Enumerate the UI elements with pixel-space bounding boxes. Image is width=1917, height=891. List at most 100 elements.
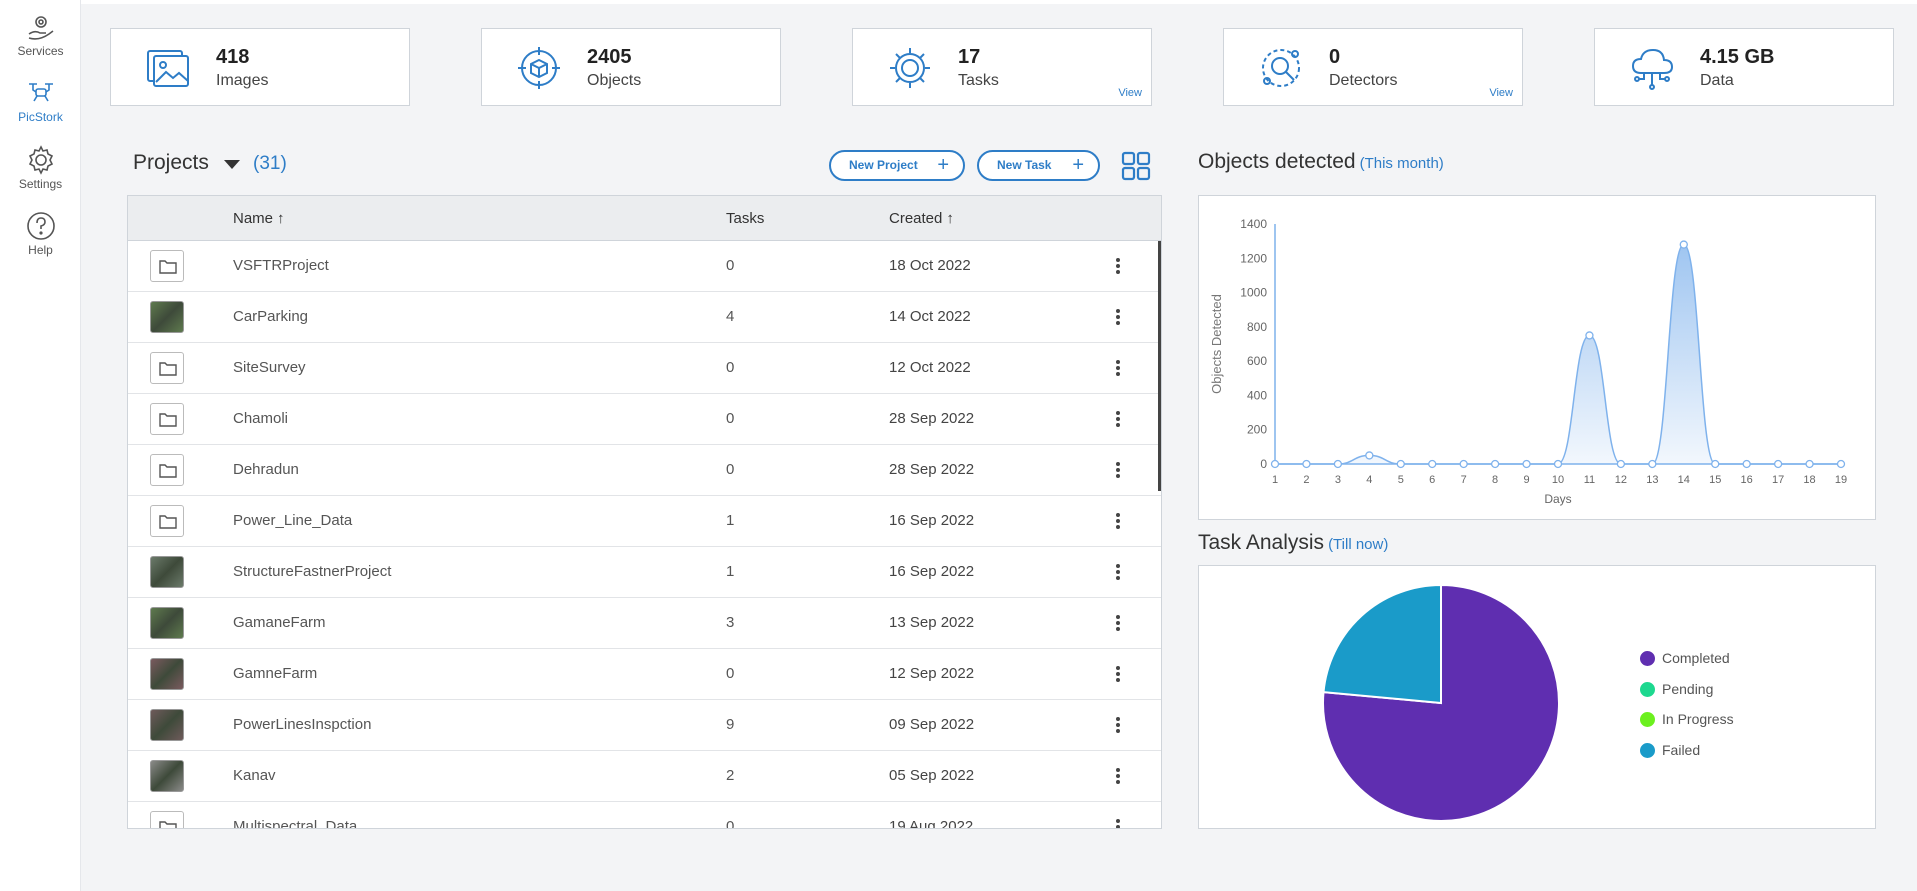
legend-item[interactable]: In Progress — [1640, 711, 1734, 727]
table-row[interactable]: CarParking 4 14 Oct 2022 — [128, 292, 1161, 343]
legend-item[interactable]: Pending — [1640, 681, 1713, 697]
more-options-icon[interactable] — [1111, 613, 1125, 635]
x-tick-label: 10 — [1552, 474, 1564, 486]
cloud-icon — [1631, 48, 1674, 90]
data-point[interactable] — [1333, 459, 1343, 469]
data-point[interactable] — [1836, 459, 1846, 469]
more-options-icon[interactable] — [1111, 715, 1125, 737]
data-point[interactable] — [1773, 459, 1783, 469]
table-row[interactable]: PowerLinesInspction 9 09 Sep 2022 — [128, 700, 1161, 751]
project-name[interactable]: PowerLinesInspction — [233, 716, 372, 733]
table-row[interactable]: SiteSurvey 0 12 Oct 2022 — [128, 343, 1161, 394]
sidebar-item-help[interactable]: Help — [0, 211, 81, 257]
data-point[interactable] — [1270, 459, 1280, 469]
more-options-icon[interactable] — [1111, 358, 1125, 380]
data-point[interactable] — [1585, 331, 1594, 340]
more-options-icon[interactable] — [1111, 256, 1125, 278]
more-options-icon[interactable] — [1111, 409, 1125, 431]
table-row[interactable]: GamaneFarm 3 13 Sep 2022 — [128, 598, 1161, 649]
table-row[interactable]: Power_Line_Data 1 16 Sep 2022 — [128, 496, 1161, 547]
data-point[interactable] — [1428, 459, 1437, 469]
task-chart-panel — [1198, 565, 1876, 829]
project-name[interactable]: Multispectral_Data — [233, 818, 358, 829]
project-name[interactable]: VSFTRProject — [233, 257, 329, 274]
table-row[interactable]: StructureFastnerProject 1 16 Sep 2022 — [128, 547, 1161, 598]
project-tasks: 3 — [726, 614, 735, 631]
project-created: 05 Sep 2022 — [889, 767, 975, 784]
sidebar-item-picstork[interactable]: PicStork — [0, 78, 81, 124]
more-options-icon[interactable] — [1111, 511, 1125, 533]
project-name[interactable]: GamneFarm — [233, 665, 318, 682]
project-name[interactable]: Dehradun — [233, 461, 299, 478]
stat-label: Tasks — [958, 72, 999, 89]
data-point[interactable] — [1711, 459, 1720, 469]
table-row[interactable]: Chamoli 0 28 Sep 2022 — [128, 394, 1161, 445]
data-point[interactable] — [1459, 459, 1468, 469]
folder-icon — [150, 403, 184, 435]
project-name[interactable]: SiteSurvey — [233, 359, 306, 376]
new-task-button[interactable]: New Task + — [977, 150, 1100, 181]
data-point[interactable] — [1616, 459, 1626, 469]
pie-slice-failed[interactable] — [1322, 583, 1442, 705]
project-name[interactable]: Chamoli — [233, 410, 289, 427]
detectors-view-link[interactable]: View — [1489, 87, 1513, 99]
table-row[interactable]: GamneFarm 0 12 Sep 2022 — [128, 649, 1161, 700]
project-thumbnail — [150, 709, 184, 741]
table-row[interactable]: VSFTRProject 0 18 Oct 2022 — [128, 241, 1161, 292]
project-created: 28 Sep 2022 — [889, 410, 975, 427]
data-point[interactable] — [1302, 459, 1311, 469]
stat-label: Detectors — [1329, 72, 1398, 89]
data-point[interactable] — [1805, 459, 1814, 469]
more-options-icon[interactable] — [1111, 766, 1125, 788]
column-header-tasks: Tasks — [726, 210, 765, 227]
project-tasks: 0 — [726, 410, 735, 427]
pie-slice-completed[interactable] — [1322, 583, 1560, 822]
column-header-created[interactable]: Created ↑ — [889, 210, 954, 227]
project-name[interactable]: Kanav — [233, 767, 276, 784]
top-bar — [81, 0, 1917, 4]
project-created: 28 Sep 2022 — [889, 461, 975, 478]
data-point[interactable] — [1365, 451, 1374, 460]
data-point[interactable] — [1742, 459, 1751, 469]
project-name[interactable]: StructureFastnerProject — [233, 563, 392, 580]
data-point[interactable] — [1522, 459, 1531, 469]
sidebar-item-settings[interactable]: Settings — [0, 145, 81, 191]
project-name[interactable]: CarParking — [233, 308, 309, 325]
x-tick-label: 1 — [1272, 474, 1278, 486]
stat-card-images: 418 Images — [110, 28, 410, 106]
legend-item[interactable]: Completed — [1640, 650, 1730, 666]
stat-label: Data — [1700, 72, 1734, 89]
more-options-icon[interactable] — [1111, 562, 1125, 584]
table-scrollbar[interactable] — [1158, 241, 1161, 491]
sidebar-item-services[interactable]: Services — [0, 12, 81, 58]
table-row[interactable]: Multispectral_Data 0 19 Aug 2022 — [128, 802, 1161, 829]
more-options-icon[interactable] — [1111, 307, 1125, 329]
legend-item[interactable]: Failed — [1640, 742, 1700, 758]
project-name[interactable]: GamaneFarm — [233, 614, 326, 631]
tasks-view-link[interactable]: View — [1118, 87, 1142, 99]
folder-icon — [150, 250, 184, 282]
project-name[interactable]: Power_Line_Data — [233, 512, 353, 529]
projects-table: Name ↑ Tasks Created ↑ VSFTRProject 0 18 Oct… — [127, 195, 1162, 829]
data-point[interactable] — [1648, 459, 1657, 469]
table-row[interactable]: Dehradun 0 28 Sep 2022 — [128, 445, 1161, 496]
sort-up-arrow-icon: ↑ — [946, 210, 954, 227]
data-point[interactable] — [1396, 459, 1405, 469]
x-tick-label: 7 — [1461, 474, 1467, 486]
more-options-icon[interactable] — [1111, 664, 1125, 686]
data-point[interactable] — [1553, 459, 1563, 469]
data-point[interactable] — [1490, 459, 1500, 469]
more-options-icon[interactable] — [1111, 817, 1125, 828]
y-tick-label: 1000 — [1240, 286, 1267, 300]
data-point[interactable] — [1679, 240, 1688, 249]
new-project-button[interactable]: New Project + — [829, 150, 965, 181]
table-row[interactable]: Kanav 2 05 Sep 2022 — [128, 751, 1161, 802]
x-tick-label: 19 — [1835, 474, 1847, 486]
stat-card-data: 4.15 GB Data — [1594, 28, 1894, 106]
x-tick-label: 2 — [1303, 474, 1309, 486]
more-options-icon[interactable] — [1111, 460, 1125, 482]
projects-dropdown-caret-icon[interactable] — [224, 160, 240, 169]
sort-up-arrow-icon: ↑ — [277, 210, 285, 227]
grid-view-icon[interactable] — [1121, 151, 1151, 181]
column-header-name[interactable]: Name ↑ — [233, 210, 285, 227]
